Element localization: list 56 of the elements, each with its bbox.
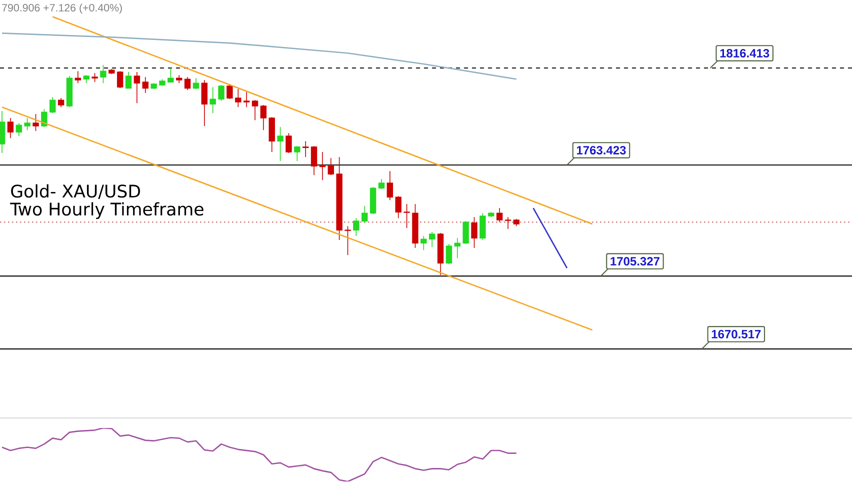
- candlestick: [116, 70, 124, 89]
- candlestick: [277, 126, 284, 162]
- candlestick: [319, 152, 326, 181]
- candlestick: [235, 88, 242, 108]
- annotation: 1705.327: [610, 257, 660, 266]
- candlestick: [125, 72, 132, 89]
- candlestick: [310, 146, 318, 176]
- candlestick: [404, 204, 410, 228]
- candlestick: [74, 70, 82, 84]
- candlestick: [344, 226, 351, 256]
- candlestick: [134, 72, 140, 104]
- candlestick: [168, 68, 174, 82]
- annotation: Gold- XAU/USD: [11, 184, 140, 200]
- candlestick: [395, 196, 402, 219]
- candlestick: [462, 220, 469, 244]
- text: 790.906 +7.126 (+0.40%): [2, 4, 122, 14]
- annotation: 1763.423: [576, 146, 626, 154]
- candlestick: [268, 116, 275, 152]
- text: 1670.517: [712, 330, 761, 338]
- candlestick: [218, 84, 224, 102]
- candlestick: [0, 110, 6, 154]
- candlestick: [252, 100, 258, 120]
- candlestick: [201, 80, 208, 126]
- candlestick: [16, 122, 22, 136]
- candlestick: [100, 64, 106, 84]
- candlestick: [480, 212, 486, 240]
- candlestick: [260, 104, 267, 131]
- candlestick: [378, 178, 385, 190]
- candlestick: [362, 206, 368, 224]
- candlestick: [353, 218, 360, 236]
- candlestick: [496, 208, 503, 223]
- candlestick: [294, 146, 300, 162]
- candlestick: [142, 76, 148, 94]
- candlestick: [210, 86, 216, 114]
- candlestick: [302, 140, 309, 158]
- candlestick: [420, 236, 427, 250]
- candlestick: [41, 108, 48, 128]
- annotation: Two Hourly Timeframe: [10, 202, 204, 219]
- candlestick: [471, 216, 478, 248]
- candlestick: [243, 92, 250, 108]
- candlestick: [428, 232, 436, 248]
- text: 1816.413: [720, 48, 770, 58]
- candlestick: [92, 72, 98, 82]
- candlestick: [50, 96, 56, 114]
- candlestick: [7, 118, 14, 139]
- candlestick: [386, 170, 394, 200]
- candlestick: [504, 216, 512, 230]
- candlestick: [454, 238, 460, 258]
- candlestick: [32, 114, 39, 132]
- candlestick: [24, 118, 30, 131]
- candlestick: [286, 132, 292, 154]
- candlestick: [446, 244, 452, 265]
- candlestick: [192, 78, 200, 90]
- candlestick: [328, 158, 334, 176]
- candlestick: [184, 76, 191, 90]
- candlestick: [58, 98, 64, 108]
